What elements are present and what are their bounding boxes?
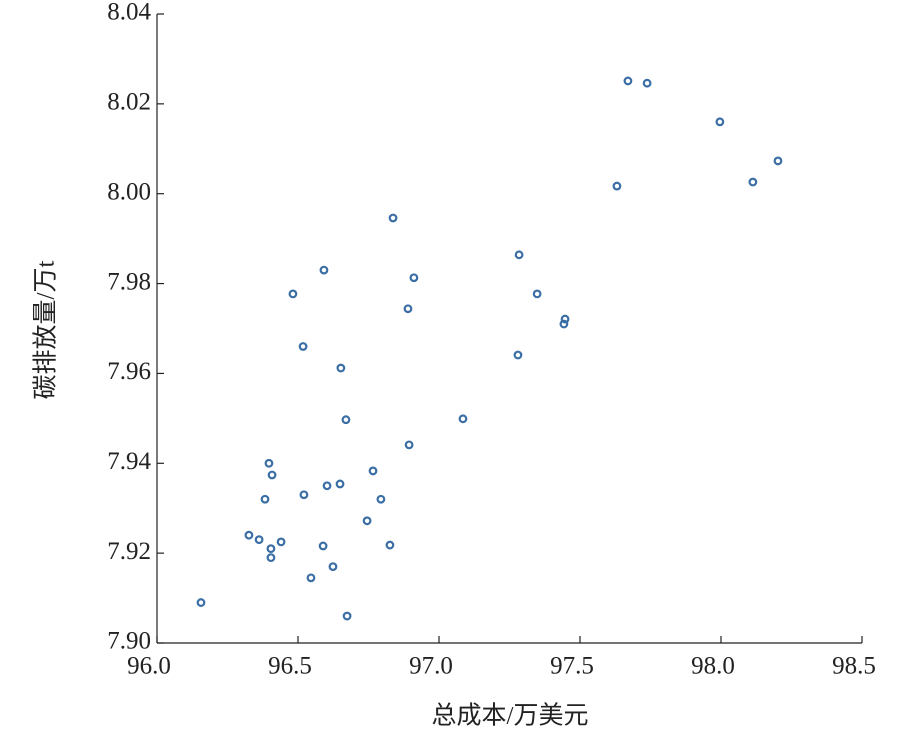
point bbox=[748, 177, 758, 187]
point bbox=[642, 78, 652, 88]
point bbox=[196, 598, 206, 607]
point bbox=[409, 273, 419, 283]
y-tick-label: 8.04 bbox=[107, 0, 151, 26]
point bbox=[341, 415, 351, 425]
point bbox=[403, 304, 413, 314]
y-tick-label: 8.02 bbox=[107, 89, 151, 116]
point bbox=[267, 470, 277, 480]
point bbox=[342, 611, 352, 621]
point bbox=[298, 342, 308, 351]
x-tick-label: 96.5 bbox=[268, 653, 312, 680]
x-tick-label: 96.0 bbox=[127, 653, 171, 680]
x-axis-label: 总成本/万美元 bbox=[432, 702, 589, 730]
point bbox=[388, 213, 398, 223]
point bbox=[532, 289, 542, 299]
point bbox=[612, 181, 622, 191]
y-tick-label: 7.92 bbox=[107, 538, 151, 565]
point bbox=[458, 414, 468, 424]
x-tick-label: 98.0 bbox=[691, 653, 735, 680]
point bbox=[266, 553, 276, 563]
y-axis-label: 碳排放量/万t bbox=[32, 261, 60, 400]
point bbox=[299, 490, 309, 500]
point bbox=[773, 156, 783, 166]
x-tick-label: 97.5 bbox=[550, 653, 594, 680]
point bbox=[322, 481, 332, 491]
point bbox=[560, 314, 570, 324]
point bbox=[559, 319, 569, 329]
point bbox=[319, 265, 329, 275]
x-tick-label: 97.0 bbox=[409, 653, 453, 680]
point bbox=[244, 530, 254, 540]
point bbox=[328, 562, 338, 572]
y-tick-label: 7.90 bbox=[107, 628, 151, 655]
point bbox=[335, 479, 345, 489]
point bbox=[336, 363, 346, 373]
point bbox=[385, 540, 395, 550]
point bbox=[404, 440, 414, 450]
point bbox=[318, 541, 328, 551]
point bbox=[623, 76, 633, 86]
x-tick-label: 98.5 bbox=[832, 653, 876, 680]
point bbox=[715, 117, 725, 127]
y-tick-label: 8.00 bbox=[107, 178, 151, 205]
y-tick-label: 7.96 bbox=[107, 358, 151, 385]
point bbox=[264, 458, 274, 468]
y-tick-label: 7.98 bbox=[107, 268, 151, 295]
point bbox=[266, 544, 276, 554]
point bbox=[288, 289, 298, 299]
point bbox=[513, 350, 523, 360]
point bbox=[276, 537, 286, 547]
point bbox=[306, 573, 316, 583]
point bbox=[260, 494, 270, 504]
point bbox=[376, 494, 386, 504]
point bbox=[368, 466, 378, 476]
point bbox=[362, 516, 372, 526]
y-tick-label: 7.94 bbox=[107, 448, 151, 475]
point bbox=[514, 250, 524, 260]
point bbox=[254, 535, 264, 545]
